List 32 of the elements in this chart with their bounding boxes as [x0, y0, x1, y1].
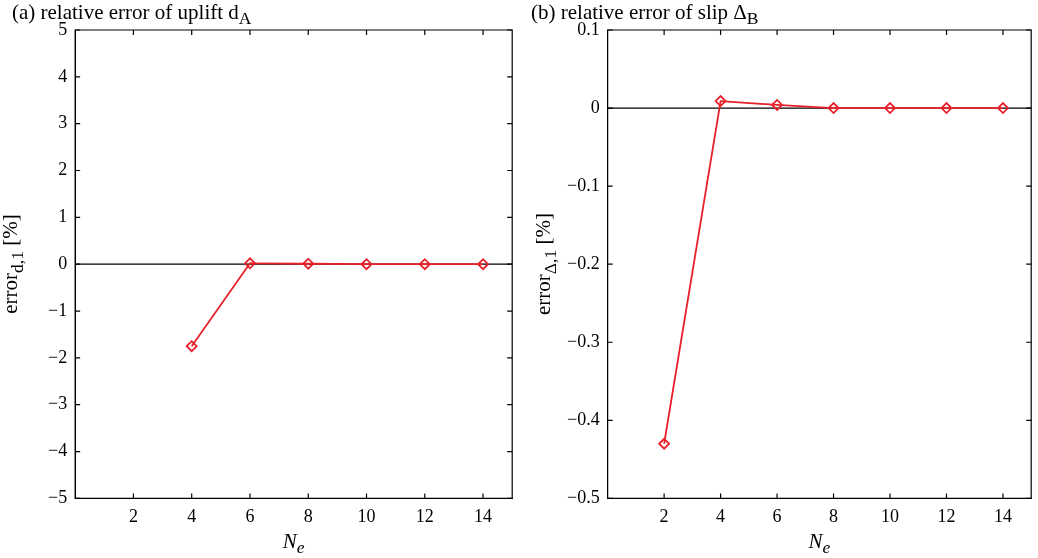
x-axis-title: N$_{e}$	[282, 528, 305, 558]
x-tick-label: 10	[881, 505, 900, 526]
y-tick-label: 4	[58, 65, 68, 86]
y-tick-label: 3	[58, 112, 68, 133]
x-tick-label: 4	[716, 505, 726, 526]
x-tick-label: 12	[937, 505, 956, 526]
x-tick-label: 2	[128, 505, 138, 526]
x-tick-label: 12	[415, 505, 434, 526]
x-tick-label: 14	[993, 505, 1012, 526]
x-tick-label: 6	[245, 505, 255, 526]
y-tick-label: 0	[58, 252, 68, 273]
y-tick-label: −0.4	[567, 409, 600, 430]
y-tick-label: −5	[48, 487, 68, 508]
y-tick-label: −0.1	[567, 174, 600, 195]
y-tick-label: −0.2	[567, 252, 600, 273]
x-tick-label: 8	[829, 505, 839, 526]
y-tick-label: −4	[48, 440, 68, 461]
y-tick-label: 0	[590, 96, 600, 117]
y-tick-label: −1	[48, 299, 68, 320]
y-tick-label: −0.3	[567, 331, 600, 351]
y-tick-label: −2	[48, 346, 68, 367]
y-tick-label: 2	[58, 159, 68, 180]
y-tick-label: −3	[48, 393, 68, 414]
x-tick-label: 4	[187, 505, 197, 526]
x-tick-label: 10	[357, 505, 376, 526]
y-tick-label: −0.5	[567, 487, 600, 508]
x-tick-label: 14	[474, 505, 493, 526]
x-tick-label: 8	[303, 505, 313, 526]
x-tick-label: 6	[772, 505, 782, 526]
x-tick-label: 2	[659, 505, 669, 526]
x-axis-title: N$_{e}$	[808, 528, 831, 558]
y-tick-label: 1	[58, 206, 68, 227]
